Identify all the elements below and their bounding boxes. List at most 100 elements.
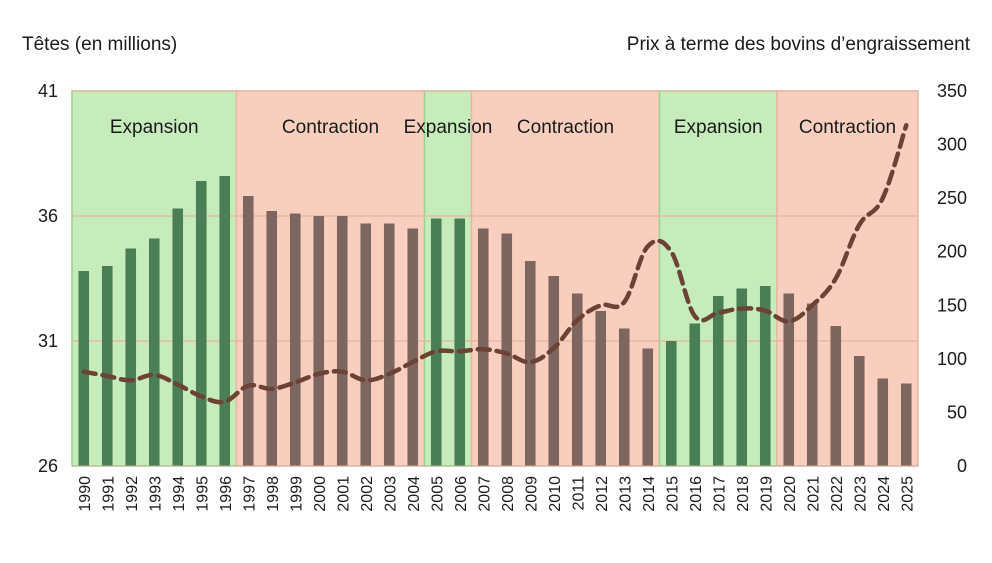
y-right-tick-label: 100	[937, 349, 967, 369]
x-tick-label-2020: 2020	[782, 476, 799, 512]
x-tick-label-2000: 2000	[312, 476, 329, 512]
phase-label-contraction: Contraction	[799, 117, 896, 138]
x-tick-label-1997: 1997	[241, 476, 258, 512]
x-tick-label-2018: 2018	[735, 476, 752, 512]
y-left-tick-label: 26	[38, 456, 58, 476]
bar-2025	[900, 383, 912, 466]
x-tick-label-1991: 1991	[100, 476, 117, 512]
x-tick-label-2008: 2008	[500, 476, 517, 512]
y-left-tick-label: 41	[38, 81, 58, 101]
bar-2000	[313, 216, 325, 466]
bar-1992	[125, 248, 137, 466]
bar-1990	[78, 271, 90, 466]
x-tick-label-1995: 1995	[194, 476, 211, 512]
price-line	[81, 123, 909, 405]
bar-2004	[407, 228, 419, 466]
x-tick-label-2006: 2006	[453, 476, 470, 512]
bar-1993	[148, 238, 160, 466]
x-tick-label-2014: 2014	[641, 476, 658, 512]
x-tick-label-2005: 2005	[429, 476, 446, 512]
x-tick-label-2012: 2012	[594, 476, 611, 512]
x-tick-label-2024: 2024	[876, 476, 893, 512]
x-tick-label-2010: 2010	[547, 476, 564, 512]
x-tick-label-1993: 1993	[147, 476, 164, 512]
bar-2002	[360, 223, 372, 466]
bar-1999	[289, 213, 301, 466]
y-left-tick-label: 31	[38, 331, 58, 351]
bar-1997	[242, 196, 254, 466]
bar-2013	[618, 328, 630, 466]
bar-2001	[336, 216, 348, 466]
x-tick-label-1998: 1998	[265, 476, 282, 512]
bar-2018	[736, 288, 748, 466]
bar-2014	[642, 348, 654, 466]
bar-2022	[830, 326, 842, 466]
bar-2008	[501, 233, 513, 466]
bar-2011	[571, 293, 583, 466]
bar-2005	[430, 218, 442, 466]
x-tick-label-2021: 2021	[805, 476, 822, 512]
y-right-tick-label: 300	[937, 135, 967, 155]
chart-text: Têtes (en millions) Prix à terme des bov…	[22, 34, 971, 512]
bar-2019	[759, 286, 771, 466]
phase-band-contraction	[470, 90, 661, 467]
bar-2015	[665, 341, 677, 466]
x-tick-label-2011: 2011	[570, 476, 587, 511]
x-tick-label-2001: 2001	[335, 476, 352, 512]
bar-2024	[877, 378, 889, 466]
x-tick-label-2025: 2025	[899, 476, 916, 512]
bar-2006	[454, 218, 466, 466]
bar-2017	[712, 296, 724, 466]
bar-2016	[689, 323, 701, 466]
bar-2023	[853, 356, 865, 466]
y-left-axis-title: Têtes (en millions)	[22, 34, 177, 55]
x-tick-label-2017: 2017	[711, 476, 728, 512]
y-right-tick-label: 200	[937, 242, 967, 262]
y-left-tick-label: 36	[38, 206, 58, 226]
bar-2009	[524, 261, 536, 466]
x-tick-label-2004: 2004	[406, 476, 423, 512]
phase-label-expansion: Expansion	[110, 117, 199, 138]
y-right-tick-label: 50	[947, 402, 967, 422]
bar-1995	[195, 181, 207, 466]
bar-1991	[101, 266, 113, 466]
x-tick-label-2016: 2016	[688, 476, 705, 512]
x-tick-label-1992: 1992	[124, 476, 141, 512]
phase-label-expansion: Expansion	[404, 117, 493, 138]
bar-1998	[266, 211, 278, 466]
y-right-tick-label: 250	[937, 188, 967, 208]
x-tick-label-2015: 2015	[664, 476, 681, 512]
gridlines	[72, 90, 918, 342]
x-tick-label-1996: 1996	[218, 476, 235, 512]
bar-1996	[219, 176, 231, 466]
x-tick-label-2003: 2003	[382, 476, 399, 512]
phase-label-contraction: Contraction	[517, 117, 614, 138]
x-tick-label-1999: 1999	[288, 476, 305, 512]
y-right-axis-title: Prix à terme des bovins d’engraissement	[627, 34, 971, 55]
phase-band-contraction	[776, 90, 919, 467]
y-right-tick-label: 0	[957, 456, 967, 476]
x-tick-label-2013: 2013	[617, 476, 634, 512]
x-tick-label-2002: 2002	[359, 476, 376, 512]
x-tick-label-2007: 2007	[476, 476, 493, 512]
bar-2021	[806, 303, 818, 466]
x-tick-label-2019: 2019	[758, 476, 775, 512]
x-tick-label-2022: 2022	[829, 476, 846, 512]
y-right-tick-label: 150	[937, 295, 967, 315]
y-right-tick-label: 350	[937, 81, 967, 101]
x-tick-label-1990: 1990	[77, 476, 94, 512]
bar-2012	[595, 311, 607, 466]
phase-band-contraction	[235, 90, 426, 467]
bar-series	[78, 176, 912, 466]
phase-label-contraction: Contraction	[282, 117, 379, 138]
phase-label-expansion: Expansion	[674, 117, 763, 138]
x-tick-label-2023: 2023	[852, 476, 869, 512]
bar-1994	[172, 208, 184, 466]
bar-2010	[548, 276, 560, 466]
x-tick-label-2009: 2009	[523, 476, 540, 512]
price-line-series	[81, 123, 909, 405]
bar-2003	[383, 223, 395, 466]
bar-2020	[783, 293, 795, 466]
